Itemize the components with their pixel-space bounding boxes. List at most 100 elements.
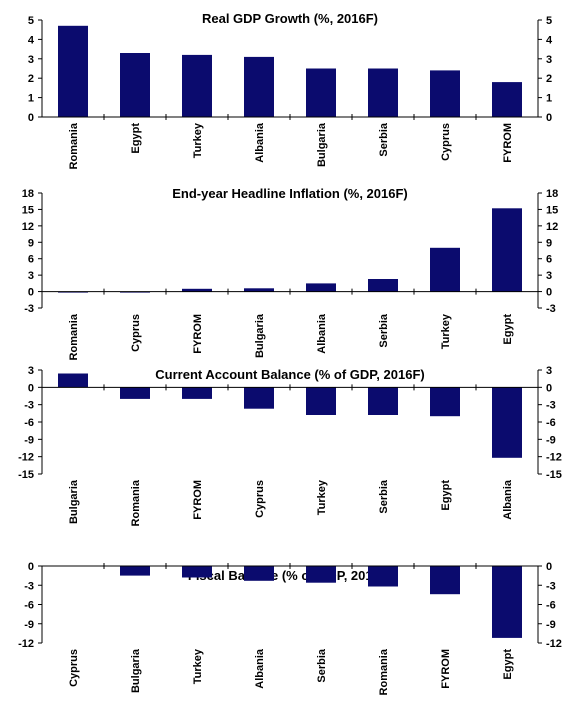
y-tick-label-left: 4 — [28, 34, 35, 46]
bar-turkey — [182, 54, 212, 117]
x-tick-label: Cyprus — [130, 314, 142, 352]
x-tick-label: Egypt — [502, 649, 514, 680]
bar-egypt — [430, 387, 460, 417]
y-tick-label-left: -3 — [24, 400, 34, 412]
chart-title: Fiscal Balance (% of GDP, 2016F) — [188, 568, 392, 583]
y-tick-label-right: -12 — [546, 452, 562, 464]
y-tick-label-left: -3 — [24, 580, 34, 592]
x-tick-label: Albania — [502, 479, 514, 520]
y-tick-label-right: 15 — [546, 204, 558, 216]
x-tick-label: Egypt — [130, 123, 142, 154]
y-tick-label-left: -9 — [24, 619, 34, 631]
y-tick-label-right: 12 — [546, 221, 558, 233]
y-tick-label-left: 12 — [22, 221, 34, 233]
x-tick-label: Romania — [378, 648, 390, 695]
y-tick-label-left: 0 — [28, 112, 34, 124]
bar-albania — [244, 566, 274, 581]
chart-panel-3: Current Account Balance (% of GDP, 2016F… — [18, 365, 562, 526]
bar-albania — [492, 387, 522, 458]
y-tick-label-right: 5 — [546, 15, 552, 27]
y-tick-label-left: 18 — [22, 188, 34, 200]
bar-bulgaria — [244, 288, 274, 292]
x-tick-label: Turkey — [192, 122, 204, 158]
x-tick-label: FYROM — [440, 649, 452, 689]
x-tick-label: Serbia — [378, 479, 390, 514]
bar-serbia — [368, 387, 398, 415]
chart-panel-1: Real GDP Growth (%, 2016F) 0 0 1 1 2 2 3 3 4 4 5 5 Ro… — [28, 11, 553, 169]
y-tick-label-left: -3 — [24, 303, 34, 315]
y-tick-label-right: -6 — [546, 600, 556, 612]
bar-egypt — [120, 53, 150, 117]
y-tick-label-left: 0 — [28, 287, 34, 299]
y-tick-label-right: -9 — [546, 434, 556, 446]
y-tick-label-right: -9 — [546, 619, 556, 631]
y-tick-label-right: 6 — [546, 254, 552, 266]
x-tick-label: FYROM — [192, 314, 204, 354]
bar-turkey — [430, 247, 460, 292]
x-tick-label: Romania — [130, 479, 142, 526]
x-tick-label: FYROM — [192, 480, 204, 520]
y-tick-label-right: 2 — [546, 73, 552, 85]
y-tick-label-left: 6 — [28, 254, 34, 266]
y-tick-label-right: 0 — [546, 287, 552, 299]
y-tick-label-right: -6 — [546, 417, 556, 429]
bar-albania — [244, 56, 274, 117]
x-tick-label: FYROM — [502, 123, 514, 163]
bar-turkey — [306, 387, 336, 415]
y-tick-label-right: -12 — [546, 638, 562, 650]
bar-cyprus — [120, 291, 150, 293]
bar-cyprus — [244, 387, 274, 409]
y-tick-label-right: -3 — [546, 400, 556, 412]
bar-bulgaria — [58, 373, 88, 388]
bar-bulgaria — [306, 68, 336, 117]
x-tick-label: Albania — [316, 313, 328, 354]
y-tick-label-left: 3 — [28, 270, 34, 282]
y-tick-label-left: 15 — [22, 204, 34, 216]
y-tick-label-right: 3 — [546, 54, 552, 66]
y-tick-label-right: 0 — [546, 112, 552, 124]
x-tick-label: Turkey — [192, 648, 204, 684]
x-tick-label: Serbia — [378, 313, 390, 348]
x-tick-label: Serbia — [378, 122, 390, 157]
bar-romania — [58, 291, 88, 293]
y-tick-label-right: -3 — [546, 303, 556, 315]
y-tick-label-left: 3 — [28, 365, 34, 377]
bar-romania — [368, 566, 398, 587]
y-tick-label-left: 0 — [28, 561, 34, 573]
y-tick-label-right: 3 — [546, 270, 552, 282]
bar-romania — [120, 387, 150, 399]
x-tick-label: Romania — [68, 313, 80, 360]
x-tick-label: Romania — [68, 122, 80, 169]
x-tick-label: Cyprus — [68, 649, 80, 687]
bar-fyrom — [430, 566, 460, 595]
chart-title: End-year Headline Inflation (%, 2016F) — [172, 186, 408, 201]
x-tick-label: Bulgaria — [254, 313, 266, 358]
y-tick-label-left: 0 — [28, 382, 34, 394]
bar-egypt — [492, 566, 522, 638]
bar-cyprus — [430, 70, 460, 117]
y-tick-label-left: -12 — [18, 638, 34, 650]
y-tick-label-left: -9 — [24, 434, 34, 446]
chart-title: Real GDP Growth (%, 2016F) — [202, 11, 378, 26]
bar-serbia — [368, 68, 398, 117]
bar-romania — [58, 25, 88, 117]
x-tick-label: Cyprus — [254, 480, 266, 518]
y-tick-label-left: 3 — [28, 54, 34, 66]
bar-serbia — [368, 279, 398, 292]
x-tick-label: Albania — [254, 122, 266, 163]
x-tick-label: Egypt — [440, 480, 452, 511]
bar-turkey — [182, 566, 212, 578]
y-tick-label-right: 9 — [546, 237, 552, 249]
y-tick-label-right: 4 — [546, 34, 553, 46]
x-tick-label: Turkey — [440, 313, 452, 349]
x-tick-label: Albania — [254, 648, 266, 689]
bar-serbia — [306, 566, 336, 583]
chart-panel-2: End-year Headline Inflation (%, 2016F) -3… — [22, 186, 559, 360]
y-tick-label-left: -6 — [24, 417, 34, 429]
y-tick-label-left: 2 — [28, 73, 34, 85]
x-tick-label: Bulgaria — [316, 122, 328, 167]
y-tick-label-right: 1 — [546, 93, 552, 105]
y-tick-label-left: 5 — [28, 15, 34, 27]
chart-panel-4: Fiscal Balance (% of GDP, 2016F) -12 -12 -9… — [18, 561, 562, 695]
